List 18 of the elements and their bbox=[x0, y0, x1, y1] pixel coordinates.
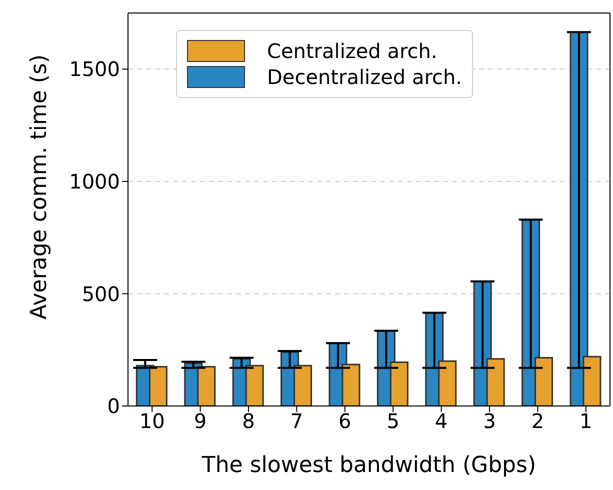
x-tick-label: 4 bbox=[434, 409, 448, 434]
x-tick-label: 8 bbox=[242, 409, 255, 434]
x-tick-label: 6 bbox=[338, 409, 352, 434]
y-tick-label: 1500 bbox=[69, 57, 120, 82]
x-tick-label: 2 bbox=[531, 409, 544, 434]
y-tick-label: 1000 bbox=[69, 170, 120, 194]
y-tick-label: 0 bbox=[107, 394, 120, 418]
legend-label: Decentralized arch. bbox=[267, 65, 462, 89]
y-axis-title: Average comm. time (s) bbox=[26, 54, 52, 320]
legend-label: Centralized arch. bbox=[267, 39, 438, 63]
x-tick-label: 5 bbox=[386, 409, 400, 434]
x-axis-title: The slowest bandwidth (Gbps) bbox=[200, 453, 536, 478]
x-tick-label: 3 bbox=[483, 409, 496, 434]
x-tick-label: 10 bbox=[139, 409, 165, 434]
y-tick-label: 500 bbox=[82, 282, 120, 306]
x-tick-label: 9 bbox=[194, 409, 207, 434]
x-tick-label: 7 bbox=[290, 409, 304, 434]
x-tick-label: 1 bbox=[580, 409, 592, 434]
